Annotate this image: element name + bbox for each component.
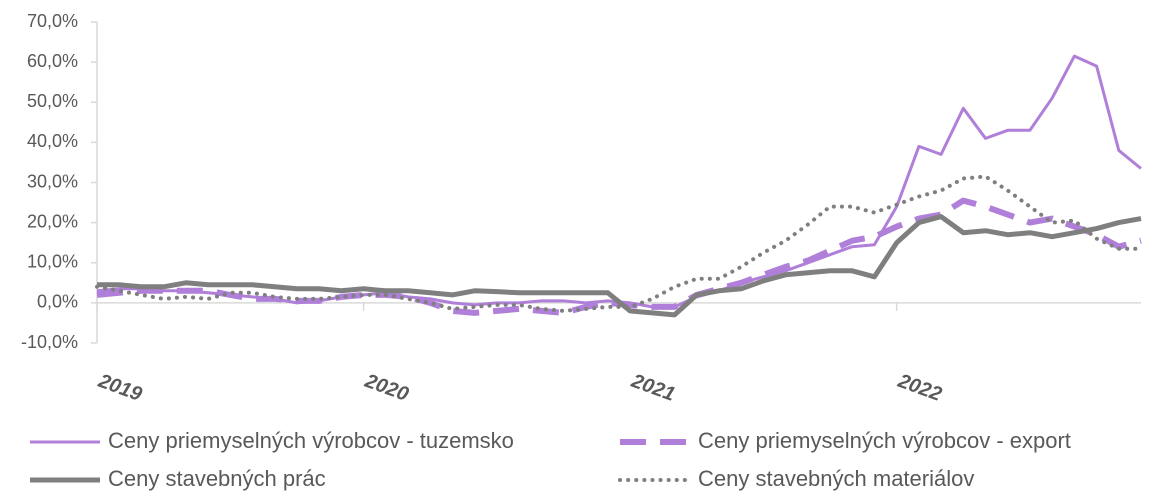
- y-tick-label: 40,0%: [27, 131, 78, 151]
- y-tick-label: 60,0%: [27, 51, 78, 71]
- x-tick-label: 2019: [95, 370, 146, 407]
- y-tick-label: 50,0%: [27, 91, 78, 111]
- legend-label: Ceny priemyselných výrobcov - export: [698, 428, 1071, 453]
- series-line: [97, 214, 1142, 318]
- y-tick-label: 10,0%: [27, 252, 78, 272]
- x-tick-label: 2020: [361, 370, 411, 406]
- series-line: [95, 174, 1143, 313]
- legend-label: Ceny stavebných prác: [108, 466, 326, 491]
- y-tick-label: 70,0%: [27, 11, 78, 31]
- y-tick-label: 0,0%: [37, 292, 78, 312]
- y-tick-label: 30,0%: [27, 171, 78, 191]
- x-tick-label: 2021: [628, 370, 678, 406]
- legend-label: Ceny stavebných materiálov: [698, 466, 974, 491]
- series-line: [96, 54, 1142, 309]
- legend-label: Ceny priemyselných výrobcov - tuzemsko: [108, 428, 514, 453]
- x-tick-label: 2022: [894, 370, 944, 406]
- y-tick-label: 20,0%: [27, 211, 78, 231]
- y-tick-label: -10,0%: [21, 332, 78, 352]
